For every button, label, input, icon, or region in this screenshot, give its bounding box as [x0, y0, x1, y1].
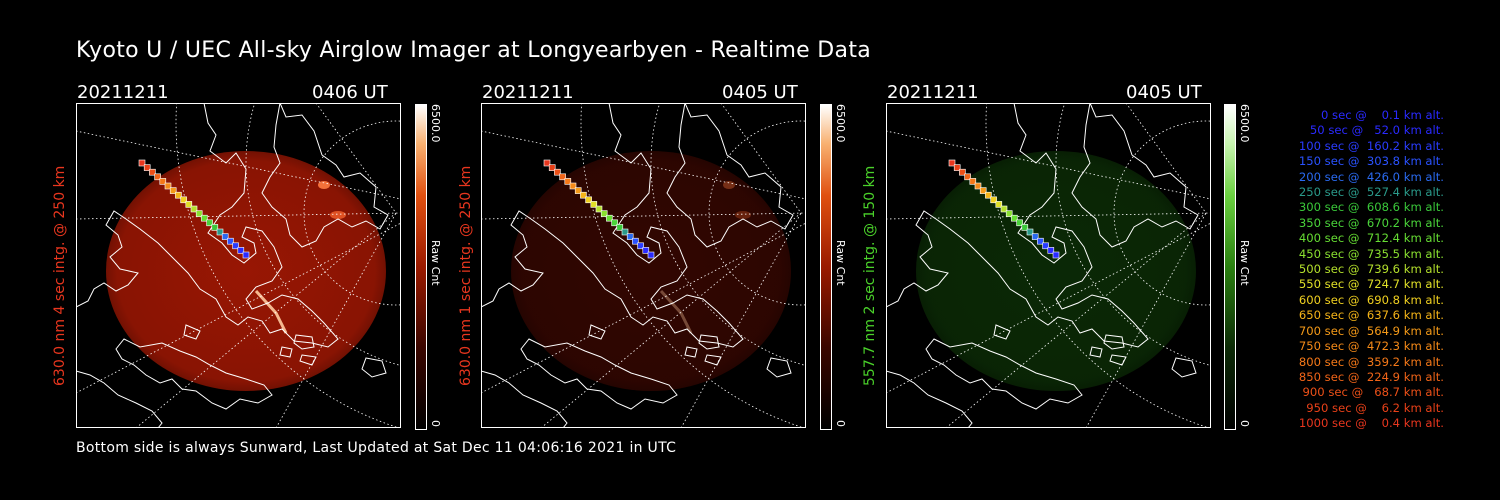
aurora-streak — [659, 289, 693, 334]
legend-entry: 400 sec @ 712.4 km alt. — [1295, 231, 1444, 246]
panel-2-allsky-image — [481, 103, 806, 428]
lat-lon-grid — [76, 103, 401, 428]
legend-entry: 200 sec @ 426.0 km alt. — [1295, 169, 1444, 184]
panel-3-date: 20211211 — [887, 82, 979, 103]
legend-entry: 550 sec @ 724.7 km alt. — [1295, 277, 1444, 292]
panel-1-cbar-min: 0 — [429, 420, 442, 427]
legend-entry: 350 sec @ 670.2 km alt. — [1295, 215, 1444, 230]
panel-2-side-label: 630.0 nm 1 sec intg. @ 250 km — [458, 165, 474, 386]
legend-entry: 50 sec @ 52.0 km alt. — [1302, 123, 1444, 138]
panel-3-side-label: 557.7 nm 2 sec intg. @ 150 km — [862, 165, 878, 386]
panel-3-time: 0405 UT — [1126, 82, 1202, 103]
legend-entry: 300 sec @ 608.6 km alt. — [1295, 200, 1444, 215]
legend-entry: 700 sec @ 564.9 km alt. — [1295, 323, 1444, 338]
lat-lon-grid — [886, 103, 1211, 428]
panel-1-allsky-image — [76, 103, 401, 428]
aurora-patch — [318, 181, 330, 189]
panel-2-cbar-unit: Raw Cnt — [834, 240, 847, 286]
footer-note: Bottom side is always Sunward, Last Upda… — [76, 440, 677, 456]
legend-entry: 800 sec @ 359.2 km alt. — [1295, 354, 1444, 369]
aurora-streak — [254, 289, 288, 334]
panel-1-cbar-unit: Raw Cnt — [429, 240, 442, 286]
airglow-disk — [511, 151, 791, 391]
legend-entry: 450 sec @ 735.5 km alt. — [1295, 246, 1444, 261]
coastline — [481, 103, 794, 428]
airglow-disk — [916, 151, 1196, 391]
legend-entry: 0 sec @ 0.1 km alt. — [1309, 108, 1444, 122]
panel-3-colorbar — [1224, 104, 1236, 430]
trajectory-legend: 0 sec @ 0.1 km alt. 50 sec @ 52.0 km alt… — [1248, 108, 1444, 432]
aurora-patch — [330, 211, 346, 219]
aurora-patch — [735, 211, 751, 219]
panel-2-date: 20211211 — [482, 82, 574, 103]
legend-entry: 1000 sec @ 0.4 km alt. — [1298, 416, 1444, 431]
legend-entry: 650 sec @ 637.6 km alt. — [1295, 308, 1444, 323]
lat-lon-grid — [481, 103, 806, 428]
airglow-disk — [106, 151, 386, 391]
aurora-patch — [723, 181, 735, 189]
coastline — [886, 103, 1199, 428]
panel-1-colorbar — [415, 104, 427, 430]
legend-entry: 750 sec @ 472.3 km alt. — [1295, 339, 1444, 354]
legend-entry: 950 sec @ 6.2 km alt. — [1302, 400, 1444, 415]
panel-1-side-label: 630.0 nm 4 sec intg. @ 250 km — [52, 165, 68, 386]
trajectory-track — [138, 159, 250, 259]
panel-2-colorbar — [820, 104, 832, 430]
coastline — [76, 103, 389, 428]
page-title: Kyoto U / UEC All-sky Airglow Imager at … — [76, 38, 872, 63]
legend-entry: 850 sec @ 224.9 km alt. — [1295, 369, 1444, 384]
panel-1-cbar-max: 6500.0 — [429, 104, 442, 143]
panel-1-date: 20211211 — [77, 82, 169, 103]
panel-2-cbar-min: 0 — [834, 420, 847, 427]
legend-entry: 250 sec @ 527.4 km alt. — [1295, 185, 1444, 200]
panel-3-allsky-image — [886, 103, 1211, 428]
legend-entry: 150 sec @ 303.8 km alt. — [1295, 154, 1444, 169]
trajectory-track — [948, 159, 1060, 259]
panel-1-time: 0406 UT — [312, 82, 388, 103]
legend-entry: 600 sec @ 690.8 km alt. — [1295, 292, 1444, 307]
panel-2-time: 0405 UT — [722, 82, 798, 103]
legend-entry: 100 sec @ 160.2 km alt. — [1295, 138, 1444, 153]
trajectory-track — [543, 159, 655, 259]
panel-2-cbar-max: 6500.0 — [834, 104, 847, 143]
legend-entry: 900 sec @ 68.7 km alt. — [1298, 385, 1444, 400]
legend-entry: 500 sec @ 739.6 km alt. — [1295, 262, 1444, 277]
